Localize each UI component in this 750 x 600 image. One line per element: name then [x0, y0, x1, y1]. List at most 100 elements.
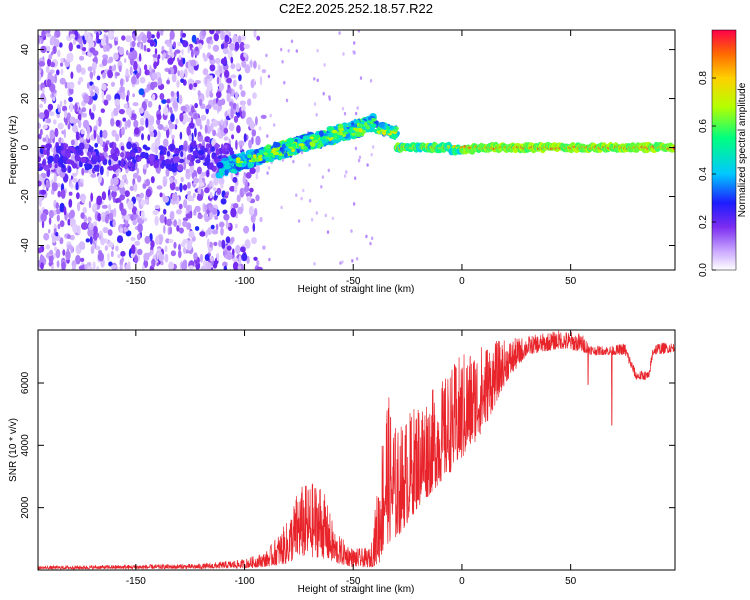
spectrogram-cell	[114, 164, 120, 169]
spectrogram-cell	[177, 41, 181, 47]
spectrogram-cell	[188, 83, 193, 90]
spectrogram-cell	[120, 158, 125, 167]
spectrogram-cell	[342, 52, 345, 56]
spectrogram-cell	[132, 93, 135, 98]
spectrogram-cell	[235, 163, 242, 167]
spectrogram-cell	[324, 139, 330, 142]
spectrogram-cell	[223, 265, 227, 270]
spectrogram-cell	[185, 213, 192, 219]
spectrogram-cell	[313, 77, 316, 81]
spectrogram-cell	[267, 74, 271, 79]
spectrogram-cell	[108, 194, 112, 201]
spectrogram-cell	[217, 99, 223, 107]
spectrogram-cell	[220, 177, 224, 185]
spectrogram-cell	[366, 163, 369, 167]
spectrogram-cell	[176, 209, 182, 215]
spectrogram-cell	[354, 127, 360, 132]
spectrogram-cell	[212, 44, 220, 52]
spectrogram-cell	[38, 60, 46, 67]
spectrogram-cell	[256, 35, 261, 41]
spectrogram-cell	[323, 63, 326, 67]
spectrogram-cell	[281, 59, 284, 64]
spectrogram-cell	[118, 46, 125, 56]
spectrogram-cell	[140, 41, 144, 50]
spectrogram-cell	[116, 235, 124, 244]
spectrogram-cell	[75, 254, 81, 265]
spectrogram-cell	[207, 43, 212, 50]
spectrogram-cell	[235, 111, 240, 116]
spectrogram-cell	[382, 131, 386, 136]
spectrogram-cell	[365, 234, 368, 239]
spectrogram-cell	[46, 30, 51, 35]
spectrogram-cell	[168, 238, 174, 244]
spectrogram-cell	[229, 101, 234, 107]
spectrogram-cell	[130, 152, 136, 158]
spectrogram-cell	[143, 88, 150, 93]
spectrogram-cell	[300, 196, 303, 201]
spectrogram-cell	[370, 123, 377, 128]
spectrogram-cell	[131, 40, 136, 48]
spectrogram-cell	[145, 178, 151, 187]
spectrogram-cell	[67, 123, 71, 130]
spectrogram-cell	[232, 261, 239, 270]
spectrogram-cell	[59, 202, 65, 213]
spectrogram-cell	[171, 52, 175, 59]
spectrogram-cell	[145, 118, 149, 128]
spectrogram-cell	[159, 93, 165, 100]
spectrogram-cell	[96, 195, 103, 206]
spectrogram-cell	[89, 235, 93, 245]
spectrogram-cell	[216, 252, 220, 262]
spectrogram-cell	[92, 243, 96, 249]
spectrogram-cell	[101, 191, 107, 201]
spectrogram-cell	[223, 213, 230, 221]
spectrogram-cell	[199, 253, 203, 263]
spectrogram-cell	[204, 204, 207, 210]
spectrogram-cell	[167, 57, 174, 65]
spectrogram-cell	[224, 144, 228, 149]
spectrogram-cell	[249, 167, 256, 175]
spectrogram-cell	[115, 133, 120, 142]
spectrogram-cell	[212, 260, 218, 269]
spectrogram-cell	[96, 119, 99, 127]
spectrogram-cell	[186, 181, 191, 189]
spectrogram-cell	[250, 79, 255, 89]
spectrogram-cell	[347, 122, 351, 127]
spectrogram-cell	[285, 143, 292, 147]
spectrogram-cell	[107, 70, 113, 79]
spectrogram-cell	[244, 64, 251, 74]
spectrogram-cell	[100, 108, 106, 113]
spectrogram-cell	[108, 159, 112, 166]
spectrogram-cell	[222, 261, 228, 268]
spectrogram-cell	[100, 237, 105, 246]
spectrogram-cell	[111, 190, 117, 198]
spectrogram-cell	[158, 253, 165, 262]
spectrogram-cell	[79, 137, 84, 144]
spectrogram-cell	[191, 34, 197, 43]
spectrogram-cell	[191, 155, 196, 162]
spectrogram-cell	[221, 239, 226, 249]
spectrogram-cell	[173, 219, 177, 228]
spectrogram-cell	[216, 187, 222, 195]
spectrogram-cell	[218, 83, 225, 91]
spectrogram-cell	[198, 182, 205, 187]
spectrogram-cell	[162, 180, 167, 187]
spectrogram-cell	[322, 91, 325, 96]
spectrogram-x-label: Height of straight line (km)	[298, 284, 415, 295]
spectrogram-cell	[101, 90, 105, 100]
spectrogram-cell	[210, 173, 216, 179]
spectrogram-cell	[178, 203, 183, 210]
spectrogram-cell	[232, 248, 235, 256]
spectrogram-cell	[310, 217, 314, 222]
snr-frame	[37, 329, 676, 571]
spectrogram-cell	[186, 125, 191, 136]
spectrogram-cell	[135, 196, 140, 201]
spectrogram-cell	[189, 145, 194, 153]
spectrogram-cell	[166, 79, 171, 85]
spectrogram-cell	[71, 172, 78, 177]
spectrogram-cell	[144, 199, 149, 204]
spectrogram-cell	[186, 241, 193, 251]
spectrogram-cell	[308, 163, 311, 167]
spectrogram-cell	[136, 209, 139, 215]
spectrogram-cell	[172, 192, 178, 202]
spectrogram-cell	[377, 130, 381, 135]
